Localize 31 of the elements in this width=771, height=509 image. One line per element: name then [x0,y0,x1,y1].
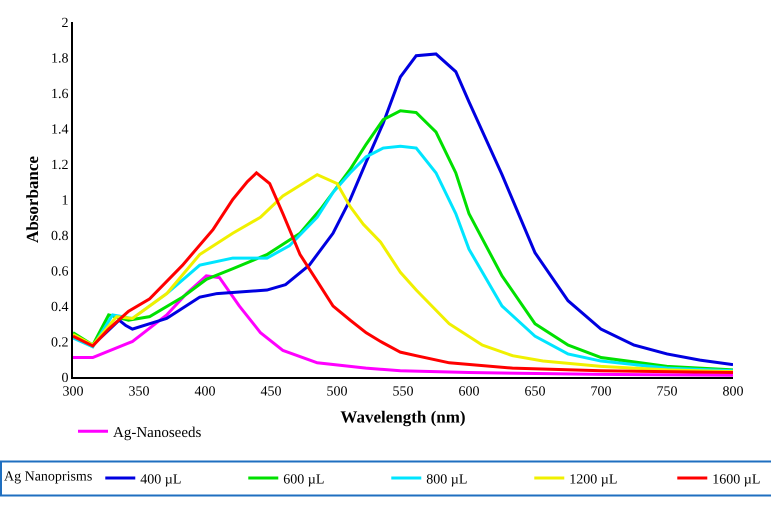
legend-label: 1600 µL [712,472,760,488]
y-tick-label: 0.8 [50,228,68,244]
y-tick-label: 0.6 [50,264,68,280]
legend-label: 600 µL [283,472,324,488]
y-tick-label: 0.2 [50,335,68,350]
x-tick-label: 500 [326,384,348,400]
y-tick-label: 0 [61,370,68,386]
legend-label: 400 µL [140,472,182,488]
y-tick-label: 1.6 [50,86,68,102]
y-axis-title: Absorbance [23,156,42,243]
x-tick-label: 600 [458,384,480,400]
legend-title: Ag Nanoprisms [4,470,92,485]
y-tick-label: 2 [61,16,68,31]
y-tick-label: 1 [61,193,68,208]
legend-label: 800 µL [426,472,468,488]
y-tick-label: 1.4 [50,122,68,138]
x-axis-title: Wavelength (nm) [340,407,466,426]
x-tick-label: 650 [524,384,546,400]
x-tick-label: 700 [590,384,612,400]
x-tick-label: 300 [62,384,84,400]
x-tick-label: 450 [260,384,282,400]
x-tick-label: 800 [722,384,744,400]
x-tick-label: 400 [194,384,216,400]
x-tick-label: 550 [392,384,414,400]
x-tick-label: 750 [656,384,678,400]
y-tick-label: 0.4 [50,300,68,315]
legend-label: 1200 µL [569,472,618,488]
y-tick-label: 1.2 [50,158,68,173]
x-tick-label: 350 [128,384,150,400]
legend-label: Ag-Nanoseeds [113,425,202,442]
y-tick-label: 1.8 [50,51,68,66]
